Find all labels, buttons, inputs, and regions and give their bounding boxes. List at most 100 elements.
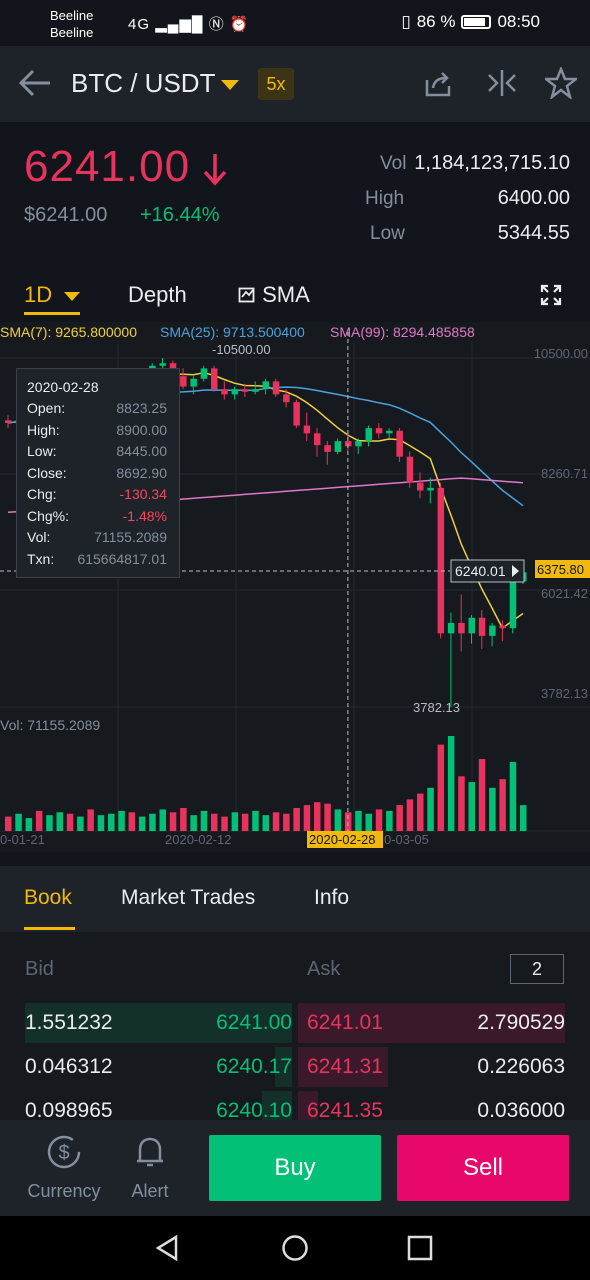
ask-price: 6241.31 bbox=[307, 1055, 383, 1078]
share-icon[interactable] bbox=[424, 70, 452, 98]
volume-bar bbox=[509, 761, 517, 831]
sma99-label: SMA(99): 8294.485858 bbox=[330, 324, 475, 340]
volume-bar bbox=[355, 810, 362, 831]
volume-bar bbox=[386, 810, 393, 831]
volume-bar bbox=[334, 809, 342, 831]
network-type: 4G bbox=[128, 16, 151, 33]
ask-depth-bar bbox=[298, 1047, 388, 1087]
tooltip-date: 2020-02-28 bbox=[27, 379, 99, 395]
candle-body bbox=[211, 368, 218, 390]
candle-body bbox=[190, 378, 197, 387]
candle-tooltip: 2020-02-28 Open: 8823.25 High: 8900.00 Low: 8… bbox=[16, 368, 180, 578]
high-label: High bbox=[365, 188, 405, 209]
battery-icon bbox=[461, 15, 492, 29]
clock: 08:50 bbox=[497, 12, 540, 31]
sma7-label: SMA(7): 9265.800000 bbox=[0, 324, 137, 340]
tooltip-key: High: bbox=[27, 421, 60, 438]
crosshair-price-box bbox=[450, 559, 525, 583]
pair-title: BTC / USDT bbox=[71, 68, 216, 98]
book-row[interactable]: 0.046312 6240.17 6241.31 0.226063 bbox=[0, 1047, 590, 1087]
candle-body bbox=[221, 389, 228, 395]
chart-grid bbox=[0, 342, 590, 832]
low-label: Low bbox=[370, 223, 405, 244]
candle-body bbox=[293, 402, 300, 426]
indicator-icon bbox=[238, 287, 255, 303]
ask-depth-bar bbox=[298, 1003, 565, 1043]
candle-body bbox=[262, 381, 269, 390]
last-price: 6241.00 bbox=[24, 142, 227, 192]
candle-body bbox=[468, 617, 475, 634]
star-icon[interactable] bbox=[545, 67, 577, 99]
depth-precision-select[interactable]: 2 bbox=[510, 954, 564, 984]
tooltip-row: Low: 8445.00 bbox=[27, 443, 167, 463]
currency-button[interactable]: $ Currency bbox=[24, 1134, 104, 1202]
leverage-badge[interactable]: 5x bbox=[258, 68, 294, 100]
volume-bar bbox=[478, 759, 486, 831]
volume-bar bbox=[211, 813, 218, 831]
sell-button[interactable]: Sell bbox=[397, 1135, 569, 1201]
volume-bar bbox=[427, 787, 434, 831]
tab-info[interactable]: Info bbox=[314, 886, 350, 909]
bid-depth-bar bbox=[275, 1047, 292, 1087]
candle-body bbox=[447, 622, 455, 634]
x-axis-label: 0-01-21 bbox=[0, 832, 45, 847]
nav-back-icon[interactable] bbox=[154, 1234, 182, 1262]
bid-header: Bid bbox=[25, 958, 54, 980]
candle-body bbox=[5, 420, 12, 423]
book-row[interactable]: 1.551232 6241.00 6241.01 2.790529 bbox=[0, 1003, 590, 1043]
candle-body bbox=[386, 430, 393, 434]
tab-market-trades[interactable]: Market Trades bbox=[121, 886, 256, 909]
tab-indicator[interactable]: SMA bbox=[238, 282, 310, 308]
volume-bar bbox=[35, 810, 43, 831]
battery-percent: 86 % bbox=[416, 12, 456, 31]
tooltip-key: Low: bbox=[27, 443, 57, 459]
tooltip-row: Open: 8823.25 bbox=[27, 400, 167, 420]
tab-depth[interactable]: Depth bbox=[128, 282, 187, 307]
min-price-label: 3782.13 bbox=[413, 700, 460, 715]
tooltip-value: 8692.90 bbox=[116, 464, 167, 481]
candle-body bbox=[355, 441, 362, 447]
header: BTC / USDT 5x bbox=[0, 46, 590, 122]
candle-body bbox=[406, 456, 414, 483]
book-row[interactable]: 0.098965 6240.10 6241.35 0.036000 bbox=[0, 1091, 590, 1120]
candle-body bbox=[499, 625, 506, 629]
last-price-label: 6375.80 bbox=[537, 562, 584, 577]
compare-icon[interactable] bbox=[486, 68, 518, 98]
volume-bar bbox=[272, 812, 280, 831]
last-price-tag bbox=[535, 560, 590, 578]
axis-tick-label: 6021.42 bbox=[541, 586, 588, 601]
nav-home-icon[interactable] bbox=[281, 1234, 309, 1262]
candle-body bbox=[324, 445, 331, 452]
indicator-label: SMA bbox=[262, 282, 310, 307]
back-arrow-icon[interactable] bbox=[18, 68, 52, 98]
down-arrow-icon bbox=[204, 154, 227, 186]
interval-selector[interactable]: 1D bbox=[24, 282, 81, 308]
axis-tick-label: 10500.00 bbox=[534, 346, 588, 361]
volume-bar bbox=[303, 805, 311, 831]
volume-bar bbox=[396, 805, 403, 831]
x-axis-label: 0-03-05 bbox=[384, 832, 429, 847]
tooltip-row: Txn: 615664817.01 bbox=[27, 551, 167, 571]
tab-book[interactable]: Book bbox=[24, 886, 72, 909]
volume-bars bbox=[5, 736, 527, 831]
ask-price: 6241.35 bbox=[307, 1099, 383, 1120]
x-axis-label: 2020-02-12 bbox=[165, 832, 232, 847]
buy-button[interactable]: Buy bbox=[209, 1135, 381, 1201]
tooltip-row: High: 8900.00 bbox=[27, 422, 167, 442]
tooltip-row: Chg%: -1.48% bbox=[27, 508, 167, 528]
alert-button[interactable]: Alert bbox=[124, 1134, 176, 1202]
candle-body bbox=[375, 428, 383, 434]
candle-body bbox=[365, 428, 372, 442]
ask-price: 6241.01 bbox=[307, 1011, 383, 1034]
nav-recents-icon[interactable] bbox=[406, 1234, 434, 1262]
volume-label: Vol: 71155.2089 bbox=[0, 717, 101, 733]
candlestick-chart[interactable]: 10500.00 8260.71 6021.42 3782.13 6240.01 6375… bbox=[0, 322, 590, 852]
tooltip-row: Close: 8692.90 bbox=[27, 465, 167, 485]
pair-selector[interactable]: BTC / USDT bbox=[71, 68, 240, 99]
system-nav-bar bbox=[0, 1216, 590, 1280]
volume-bar bbox=[262, 815, 269, 831]
vibrate-icon: ▯ bbox=[401, 12, 411, 31]
change-percent: +16.44% bbox=[140, 204, 220, 226]
expand-icon[interactable] bbox=[540, 284, 562, 306]
chart-overlay: 10500.00 8260.71 6021.42 3782.13 6240.01 6375… bbox=[0, 332, 590, 848]
